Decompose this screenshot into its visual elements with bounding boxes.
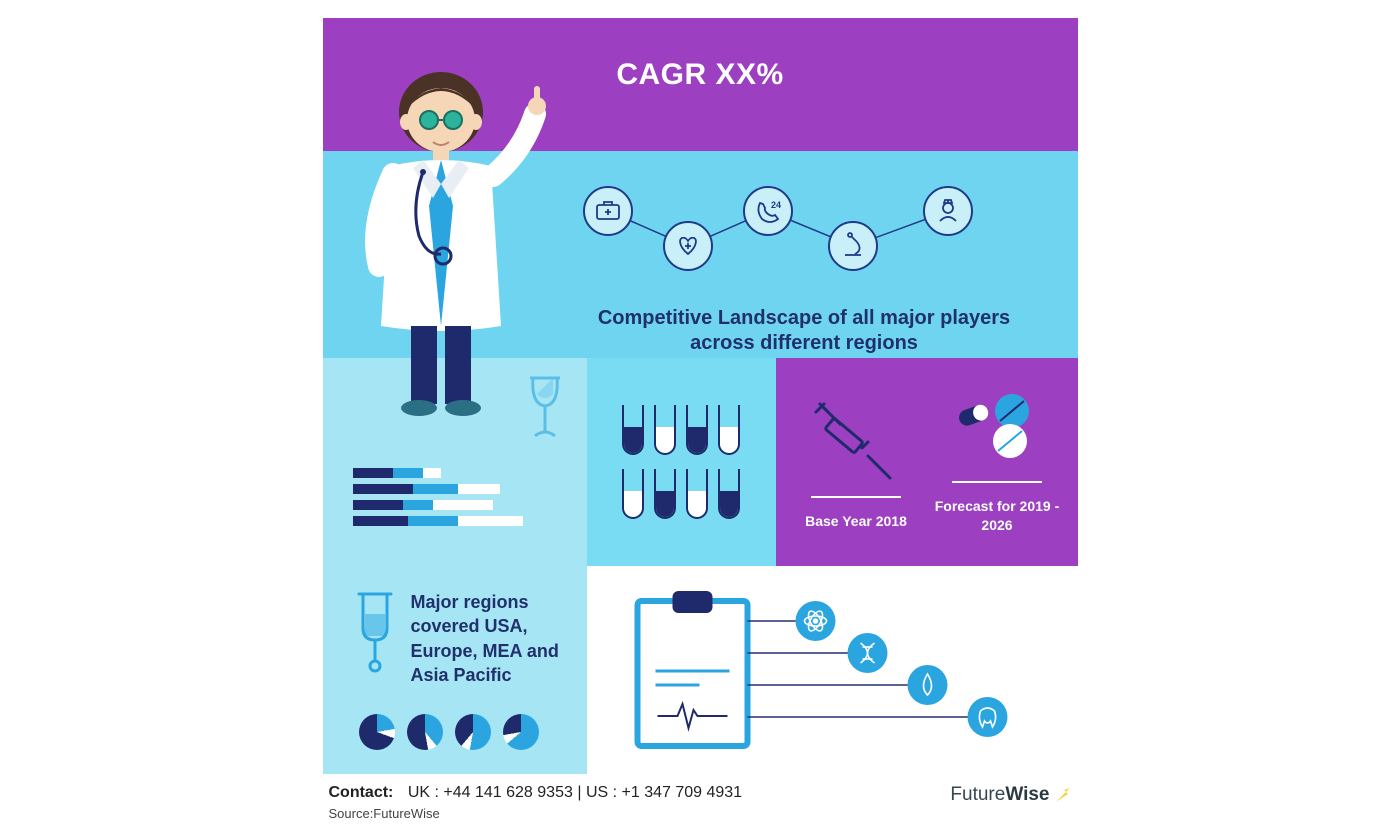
- bar-segment: [423, 468, 441, 478]
- bar-row: [353, 516, 543, 526]
- forecast-label: Forecast for 2019 - 2026: [927, 497, 1067, 535]
- contact-uk: UK : +44 141 628 9353: [408, 784, 573, 801]
- bar-segment: [458, 484, 500, 494]
- doctor-illustration: [363, 56, 568, 426]
- test-tube-icon: [654, 469, 676, 519]
- brand-wise: Wise: [1005, 784, 1049, 805]
- regions-panel: Major regions covered USA, Europe, MEA a…: [323, 566, 587, 774]
- region-pie: [359, 714, 395, 750]
- test-tubes-panel: [587, 358, 776, 566]
- contact-line: Contact: UK : +44 141 628 9353 | US : +1…: [329, 784, 743, 802]
- test-tube-icon: [686, 469, 708, 519]
- healthcare-icon-row: 24: [583, 181, 993, 281]
- contact-label: Contact:: [329, 784, 394, 801]
- test-tube-icon: [622, 469, 644, 519]
- region-pie: [407, 714, 443, 750]
- base-year-label: Base Year 2018: [786, 512, 926, 531]
- svg-text:24: 24: [771, 200, 781, 210]
- clipboard-graphic: [587, 566, 1078, 774]
- clipboard-panel: [587, 566, 1078, 774]
- brand-arrow-icon: [1054, 786, 1072, 804]
- iv-drip-icon: [353, 590, 397, 672]
- contact-sep: |: [577, 784, 586, 801]
- bar-segment: [393, 468, 423, 478]
- test-tube-icon: [654, 405, 676, 455]
- tube-row: [622, 469, 740, 519]
- years-panel: Base Year 2018: [776, 358, 1078, 566]
- source-text: Source:FutureWise: [329, 806, 743, 821]
- test-tube-icon: [622, 405, 644, 455]
- footer: Contact: UK : +44 141 628 9353 | US : +1…: [323, 774, 1078, 821]
- bar-segment: [413, 484, 458, 494]
- tube-row: [622, 405, 740, 455]
- bar-segment: [353, 516, 408, 526]
- landscape-caption: Competitive Landscape of all major playe…: [571, 306, 1038, 356]
- test-tube-icon: [686, 405, 708, 455]
- region-pie: [455, 714, 491, 750]
- test-tube-icon: [718, 405, 740, 455]
- bar-segment: [458, 516, 523, 526]
- bar-segment: [353, 468, 393, 478]
- brand-future: Future: [950, 784, 1005, 805]
- region-pie: [503, 714, 539, 750]
- bar-segment: [433, 500, 493, 510]
- bar-row: [353, 468, 543, 478]
- bottom-row: Major regions covered USA, Europe, MEA a…: [323, 566, 1078, 774]
- test-tube-icon: [718, 469, 740, 519]
- test-tubes-icon: [622, 405, 740, 519]
- bar-segment: [403, 500, 433, 510]
- stacked-bar-chart: [353, 462, 543, 526]
- forecast-block: Forecast for 2019 - 2026: [927, 389, 1067, 535]
- region-pie-row: [359, 714, 539, 750]
- bar-row: [353, 500, 543, 510]
- bar-row: [353, 484, 543, 494]
- syringe-icon: [806, 394, 906, 484]
- bar-segment: [353, 500, 403, 510]
- bar-segment: [353, 484, 413, 494]
- infographic-stage: CAGR XX%: [323, 18, 1078, 821]
- brand-logo: FutureWise: [950, 784, 1071, 806]
- bar-segment: [408, 516, 458, 526]
- base-year-block: Base Year 2018: [786, 394, 926, 531]
- pills-icon: [950, 389, 1045, 469]
- regions-text: Major regions covered USA, Europe, MEA a…: [411, 590, 569, 687]
- contact-us: US : +1 347 709 4931: [586, 784, 742, 801]
